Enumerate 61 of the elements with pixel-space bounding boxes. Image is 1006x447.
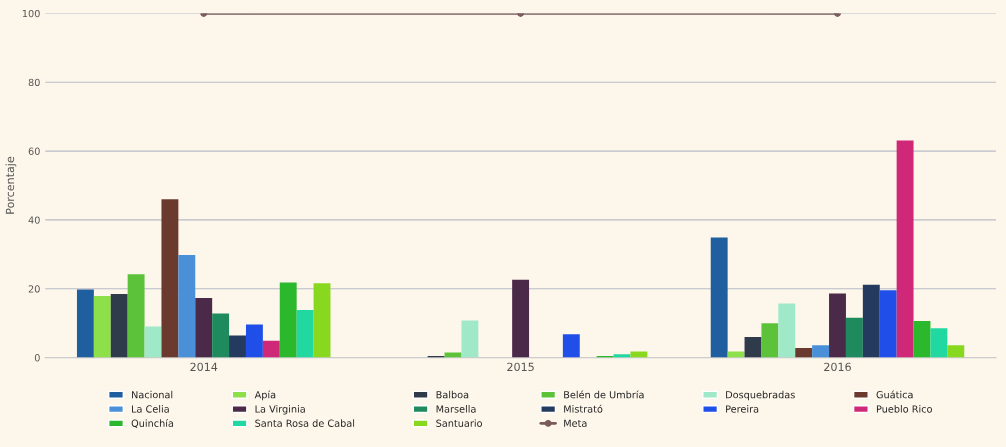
legend-label: Mistrató <box>564 404 603 413</box>
bar <box>862 284 880 358</box>
legend-label: Balboa <box>436 390 469 399</box>
bar <box>76 289 94 358</box>
y-tick-label: 100 <box>22 9 40 18</box>
bar <box>947 345 965 358</box>
bar <box>313 283 331 358</box>
bar <box>761 323 779 358</box>
bar <box>110 293 128 358</box>
bar <box>229 335 246 358</box>
bar <box>845 317 863 358</box>
bar <box>727 351 745 358</box>
bar <box>879 290 897 358</box>
bar <box>195 298 213 358</box>
legend-label: Pereira <box>726 405 759 413</box>
bar <box>778 303 796 358</box>
legend-label: Belén de Umbría <box>564 390 644 399</box>
bar <box>178 255 196 358</box>
bar <box>913 321 931 358</box>
bar <box>161 199 179 358</box>
legend-label: La Virginia <box>255 405 305 415</box>
legend-label: La Celia <box>132 405 169 413</box>
bar <box>930 328 948 358</box>
bar <box>896 140 914 358</box>
x-tick-label: 2015 <box>507 362 534 372</box>
bar <box>245 324 263 358</box>
bar <box>127 274 145 358</box>
bar <box>630 351 648 358</box>
legend-label: Meta <box>564 419 587 427</box>
bar <box>829 293 846 358</box>
bar <box>279 282 297 358</box>
y-tick-label: 20 <box>28 285 40 293</box>
y-tick-label: 80 <box>28 78 40 87</box>
bar <box>795 347 813 358</box>
bar <box>512 279 530 358</box>
bar <box>262 340 280 358</box>
x-tick-label: 2016 <box>824 362 851 372</box>
legend-label: Nacional <box>132 390 173 399</box>
x-tick-label: 2014 <box>190 362 218 372</box>
bar <box>93 295 111 358</box>
legend-label: Dosquebradas <box>726 390 795 401</box>
y-tick-label: 0 <box>34 354 40 362</box>
bar <box>144 326 162 358</box>
bar <box>744 336 762 358</box>
legend-label: Marsella <box>436 405 476 413</box>
legend-label: Pueblo Rico <box>876 405 932 413</box>
bar <box>444 352 462 358</box>
legend-label: Quinchía <box>131 418 174 429</box>
legend-label: Santa Rosa de Cabal <box>255 419 355 427</box>
y-axis-title: Porcentaje <box>5 156 17 214</box>
legend-label: Guática <box>876 390 913 399</box>
legend-label: Santuario <box>436 419 482 427</box>
y-tick-label: 60 <box>28 147 40 155</box>
bar <box>461 320 479 358</box>
legend-label: Apía <box>254 390 276 401</box>
bar <box>812 345 830 358</box>
y-tick-label: 40 <box>28 216 40 224</box>
bar <box>296 310 314 358</box>
bar <box>212 313 230 358</box>
bar <box>562 334 580 358</box>
bar <box>710 237 728 358</box>
